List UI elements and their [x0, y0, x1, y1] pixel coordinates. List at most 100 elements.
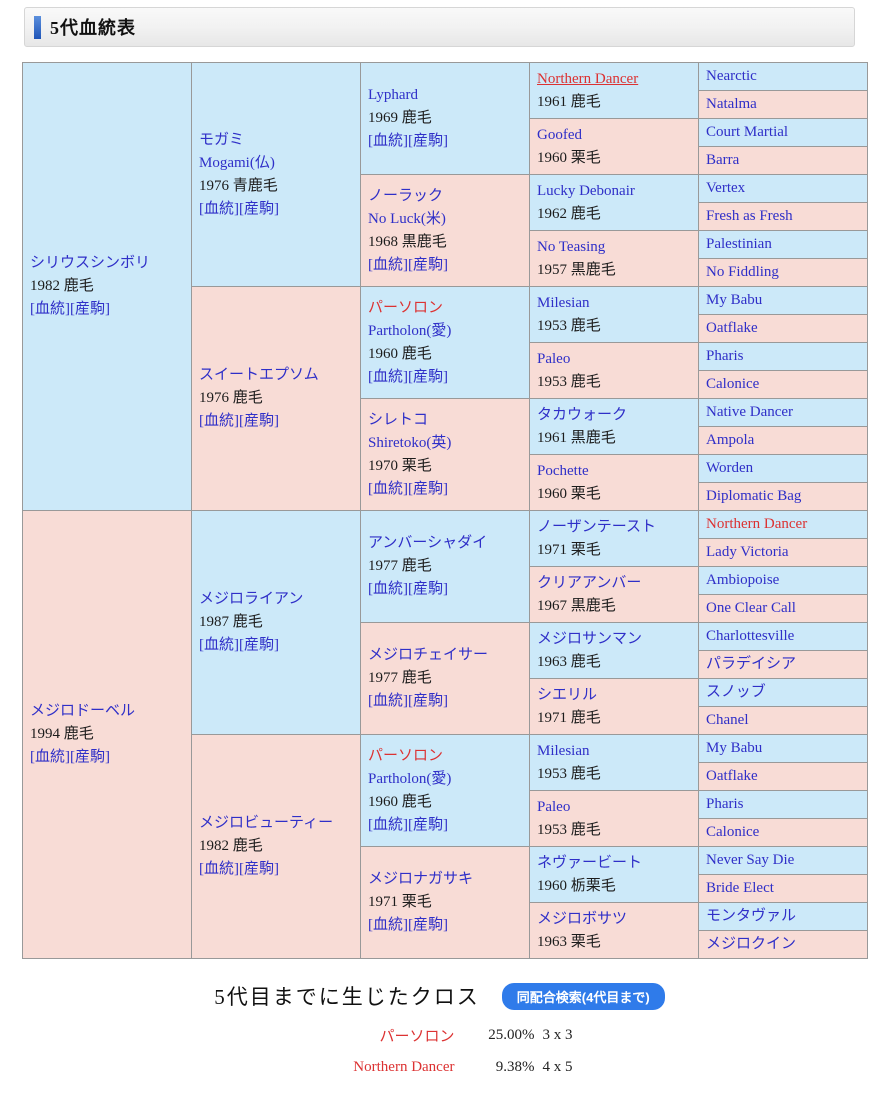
cross-horse-link[interactable]: Northern Dancer: [353, 1059, 455, 1075]
horse-link[interactable]: Bride Elect: [706, 880, 774, 896]
horse-link[interactable]: パラデイシア: [706, 656, 797, 672]
horse-link[interactable]: Paleo: [537, 798, 571, 815]
horse-link[interactable]: Diplomatic Bag: [706, 488, 802, 504]
offspring-link[interactable]: [産駒]: [70, 749, 110, 765]
offspring-link[interactable]: [産駒]: [408, 133, 448, 149]
horse-link[interactable]: シエリル: [537, 686, 598, 703]
bloodline-link[interactable]: [血統]: [199, 413, 239, 429]
horse-link[interactable]: Chanel: [706, 712, 749, 728]
offspring-link[interactable]: [産駒]: [408, 581, 448, 597]
offspring-link[interactable]: [産駒]: [239, 200, 279, 217]
horse-link[interactable]: ノーザンテースト: [537, 518, 656, 535]
bloodline-link[interactable]: [血統]: [368, 581, 408, 597]
bloodline-link[interactable]: [血統]: [368, 693, 408, 709]
offspring-link[interactable]: [産駒]: [70, 301, 110, 317]
horse-link[interactable]: Pharis: [706, 796, 744, 812]
horse-link[interactable]: My Babu: [706, 292, 763, 308]
horse-link[interactable]: Barra: [706, 152, 740, 168]
bloodline-link[interactable]: [血統]: [368, 816, 408, 833]
bloodline-link[interactable]: [血統]: [199, 637, 239, 653]
cross-horse-link[interactable]: パーソロン: [379, 1029, 455, 1045]
horse-link[interactable]: シリウスシンボリ: [30, 255, 151, 271]
offspring-link[interactable]: [産駒]: [239, 861, 279, 877]
horse-link[interactable]: Lucky Debonair: [537, 182, 635, 199]
horse-link[interactable]: メジロサンマン: [537, 630, 643, 647]
horse-link[interactable]: Palestinian: [706, 236, 772, 252]
offspring-link[interactable]: [産駒]: [408, 480, 448, 497]
horse-link[interactable]: メジロライアン: [199, 591, 304, 607]
horse-link[interactable]: クリアアンバー: [537, 574, 642, 591]
horse-link[interactable]: Native Dancer: [706, 404, 794, 420]
horse-link[interactable]: メジロボサツ: [537, 910, 628, 927]
pedigree-cell-gen4: Goofed 1960 栗毛: [529, 118, 699, 175]
horse-link[interactable]: No Teasing: [537, 238, 606, 255]
horse-link[interactable]: Fresh as Fresh: [706, 208, 793, 224]
horse-link[interactable]: Oatflake: [706, 320, 758, 336]
offspring-link[interactable]: [産駒]: [408, 816, 448, 833]
bloodline-link[interactable]: [血統]: [368, 917, 408, 933]
horse-link[interactable]: スイートエプソム: [199, 367, 319, 383]
horse-link[interactable]: モンタヴァル: [706, 908, 797, 924]
offspring-link[interactable]: [産駒]: [408, 256, 448, 273]
bloodline-link[interactable]: [血統]: [30, 749, 70, 765]
horse-link[interactable]: スノッブ: [706, 684, 766, 700]
pedigree-cell-gen5: Oatflake: [698, 762, 868, 791]
horse-link[interactable]: ノーラック: [368, 187, 444, 204]
offspring-link[interactable]: [産駒]: [239, 413, 279, 429]
horse-link[interactable]: Milesian: [537, 294, 590, 311]
offspring-link[interactable]: [産駒]: [408, 368, 448, 385]
horse-link[interactable]: One Clear Call: [706, 600, 796, 616]
horse-link[interactable]: Northern Dancer: [537, 70, 639, 87]
horse-link[interactable]: パーソロン: [368, 747, 444, 764]
horse-link[interactable]: メジロビューティー: [199, 815, 334, 831]
horse-link[interactable]: Oatflake: [706, 768, 758, 784]
horse-link[interactable]: モガミ: [199, 131, 245, 148]
same-mating-search-button[interactable]: 同配合検索(4代目まで): [501, 982, 665, 1010]
offspring-link[interactable]: [産駒]: [408, 917, 448, 933]
horse-link[interactable]: Never Say Die: [706, 852, 795, 868]
bloodline-link[interactable]: [血統]: [30, 301, 70, 317]
horse-link[interactable]: Paleo: [537, 350, 571, 367]
horse-link[interactable]: パーソロン: [368, 299, 444, 316]
horse-link[interactable]: Goofed: [537, 126, 582, 143]
horse-link[interactable]: Natalma: [706, 96, 757, 112]
horse-link[interactable]: メジロナガサキ: [368, 871, 474, 887]
horse-link[interactable]: Lady Victoria: [706, 544, 789, 560]
horse-link-latin[interactable]: No Luck(米): [368, 210, 446, 227]
horse-link[interactable]: Court Martial: [706, 124, 789, 140]
horse-link-latin[interactable]: Partholon(愛): [368, 770, 452, 787]
horse-link[interactable]: メジロチェイサー: [368, 647, 489, 663]
horse-link[interactable]: Calonice: [706, 376, 760, 392]
horse-link-latin[interactable]: Partholon(愛): [368, 322, 452, 339]
offspring-link[interactable]: [産駒]: [408, 693, 448, 709]
offspring-link[interactable]: [産駒]: [239, 637, 279, 653]
horse-link[interactable]: Northern Dancer: [706, 516, 808, 532]
horse-link[interactable]: Ampola: [706, 432, 755, 448]
horse-link[interactable]: Calonice: [706, 824, 760, 840]
horse-link[interactable]: Charlottesville: [706, 628, 795, 644]
horse-link[interactable]: ネヴァービート: [537, 854, 643, 871]
horse-link[interactable]: Vertex: [706, 180, 746, 196]
horse-link[interactable]: シレトコ: [368, 411, 429, 428]
horse-link[interactable]: Milesian: [537, 742, 590, 759]
horse-link[interactable]: タカウォーク: [537, 406, 628, 423]
horse-link[interactable]: メジロクイン: [706, 936, 797, 952]
horse-link[interactable]: Ambiopoise: [706, 572, 780, 588]
horse-link[interactable]: Lyphard: [368, 87, 418, 103]
bloodline-link[interactable]: [血統]: [199, 200, 239, 217]
horse-link[interactable]: No Fiddling: [706, 264, 779, 280]
horse-link[interactable]: Pharis: [706, 348, 744, 364]
horse-link[interactable]: Pochette: [537, 462, 589, 479]
horse-link[interactable]: Worden: [706, 460, 754, 476]
bloodline-link[interactable]: [血統]: [368, 368, 408, 385]
horse-link[interactable]: アンバーシャダイ: [368, 535, 488, 551]
bloodline-link[interactable]: [血統]: [199, 861, 239, 877]
horse-link[interactable]: メジロドーベル: [30, 703, 136, 719]
bloodline-link[interactable]: [血統]: [368, 133, 408, 149]
bloodline-link[interactable]: [血統]: [368, 256, 408, 273]
horse-link-latin[interactable]: Shiretoko(英): [368, 434, 452, 451]
horse-link[interactable]: Nearctic: [706, 68, 757, 84]
horse-link-latin[interactable]: Mogami(仏): [199, 154, 275, 171]
horse-link[interactable]: My Babu: [706, 740, 763, 756]
bloodline-link[interactable]: [血統]: [368, 480, 408, 497]
